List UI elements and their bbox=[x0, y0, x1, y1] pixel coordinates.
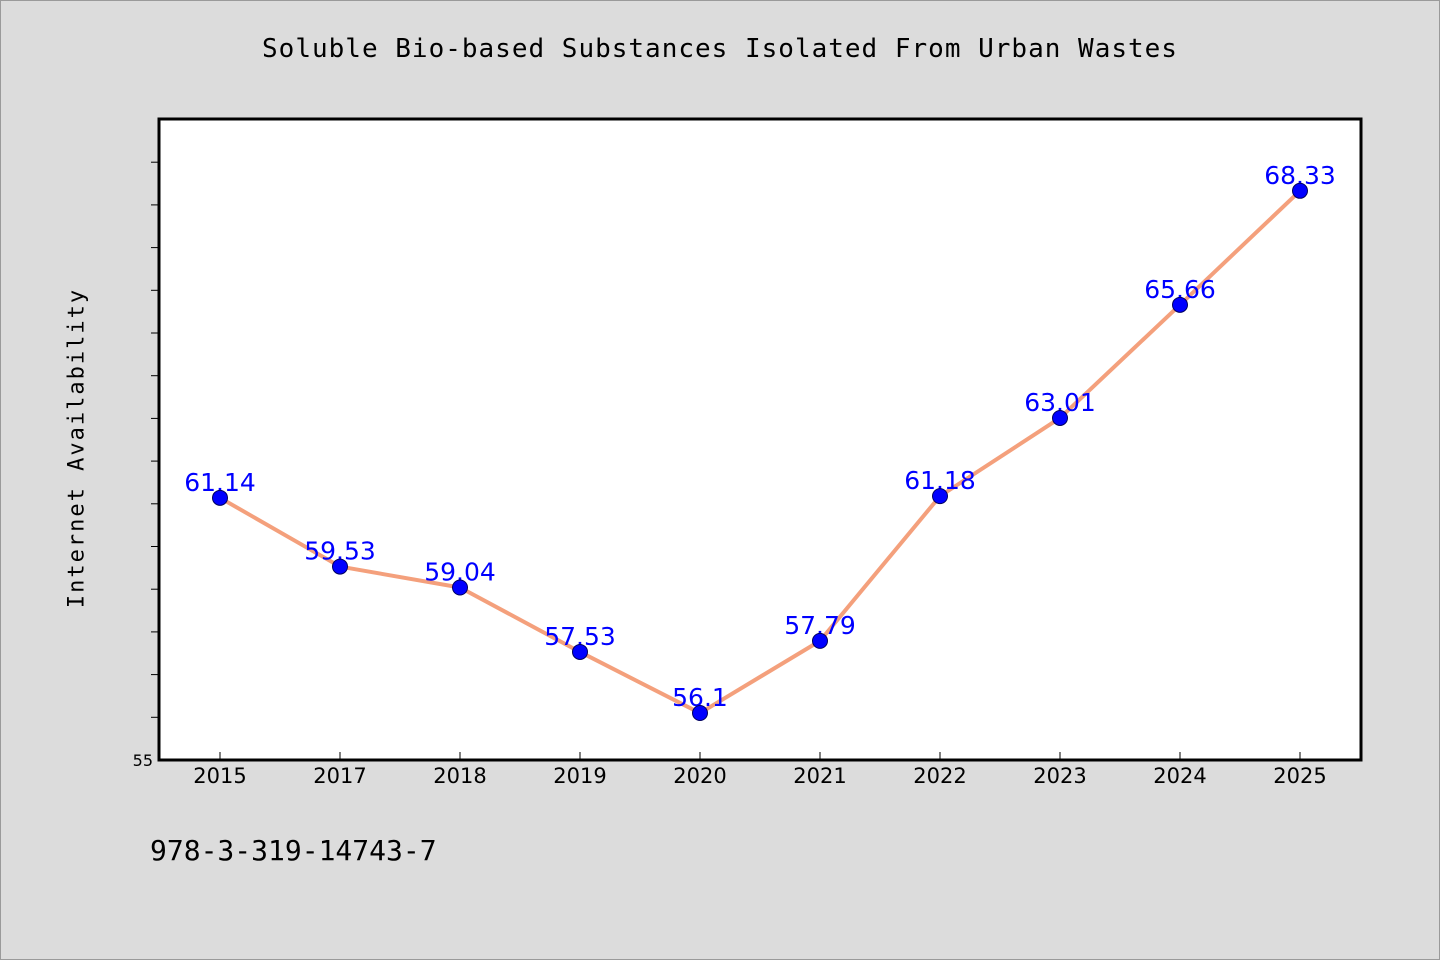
data-point bbox=[1172, 296, 1188, 313]
x-tick-label: 2021 bbox=[793, 764, 846, 788]
x-tick-label: 2023 bbox=[1033, 764, 1086, 788]
x-tick-label: 2015 bbox=[193, 764, 246, 788]
data-point bbox=[572, 643, 588, 660]
isbn-footer: 978-3-319-14743-7 bbox=[150, 834, 437, 867]
x-tick-label: 2025 bbox=[1273, 764, 1326, 788]
x-tick-label: 2024 bbox=[1153, 764, 1206, 788]
data-point bbox=[932, 488, 948, 505]
data-point bbox=[692, 705, 708, 722]
x-tick-label: 2020 bbox=[673, 764, 726, 788]
data-point bbox=[1052, 409, 1068, 426]
x-tick-label: 2018 bbox=[433, 764, 486, 788]
series-line bbox=[219, 189, 1302, 716]
y-tick-label: 55 bbox=[133, 751, 153, 770]
x-tick-label: 2019 bbox=[553, 764, 606, 788]
chart-title: Soluble Bio-based Substances Isolated Fr… bbox=[262, 34, 1178, 64]
data-point bbox=[452, 579, 468, 596]
x-axis-ticks: 2015 2017 2018 2019 2020 2021 2022 2023 2024 2025 bbox=[193, 752, 1327, 788]
data-point bbox=[332, 558, 348, 575]
plot-area bbox=[157, 117, 1363, 762]
x-tick-label: 2017 bbox=[313, 764, 366, 788]
data-point bbox=[1292, 182, 1308, 199]
data-point bbox=[812, 632, 828, 649]
x-tick-label: 2022 bbox=[913, 764, 966, 788]
data-point bbox=[212, 489, 228, 506]
y-axis-ticks: 55 bbox=[133, 161, 159, 770]
data-points bbox=[212, 182, 1308, 722]
